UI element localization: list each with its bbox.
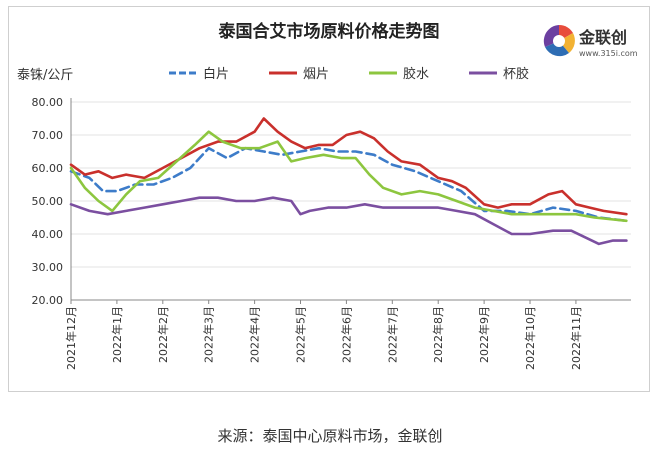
- x-tick-label: 2022年6月: [339, 306, 353, 363]
- x-tick-label: 2022年9月: [477, 306, 491, 363]
- logo-url: www.315i.com: [579, 49, 638, 58]
- series-line-4: [69, 196, 628, 246]
- x-tick-label: 2022年5月: [294, 306, 308, 363]
- y-tick-label: 80.00: [32, 96, 64, 109]
- x-tick-label: 2022年11月: [569, 306, 583, 370]
- x-axis: 2021年12月 2022年1月 2022年2月 2022年3月 2022年4月 2022…: [64, 300, 583, 370]
- x-tick-label: 2022年10月: [523, 306, 537, 370]
- legend-label-1: 白片: [203, 66, 229, 82]
- series-line-3: [69, 130, 628, 223]
- y-tick-label: 20.00: [32, 294, 64, 307]
- logo-name: 金联创: [578, 28, 627, 47]
- series-line-1: [69, 146, 628, 223]
- chart-title: 泰国合艾市场原料价格走势图: [219, 21, 440, 42]
- series-line-2: [69, 117, 628, 216]
- y-tick-label: 70.00: [32, 129, 64, 142]
- x-tick-label: 2022年3月: [202, 306, 216, 363]
- x-tick-label: 2022年4月: [248, 306, 262, 363]
- gridlines: [71, 101, 631, 301]
- legend: 白片 烟片 胶水 杯胶: [169, 66, 529, 82]
- x-tick-label: 2021年12月: [64, 306, 78, 370]
- x-tick-label: 2022年1月: [110, 306, 124, 363]
- series-layer: [69, 117, 628, 246]
- y-tick-label: 50.00: [32, 195, 64, 208]
- x-tick-label: 2022年7月: [385, 306, 399, 363]
- chart-frame: 泰国合艾市场原料价格走势图 泰铢/公斤 白片 烟片 胶水 杯胶 20.00 30.00 4…: [8, 6, 650, 392]
- x-tick-label: 2022年2月: [156, 306, 170, 363]
- y-axis: 20.00 30.00 40.00 50.00 60.00 70.00 80.00: [32, 96, 631, 307]
- legend-label-2: 烟片: [303, 67, 329, 82]
- y-tick-label: 40.00: [32, 228, 64, 241]
- legend-label-3: 胶水: [403, 66, 429, 82]
- logo: 金联创 www.315i.com: [539, 21, 649, 61]
- source-caption: 来源：泰国中心原料市场，金联创: [217, 427, 443, 445]
- line-chart: 泰国合艾市场原料价格走势图 泰铢/公斤 白片 烟片 胶水 杯胶 20.00 30.00 4…: [17, 21, 631, 370]
- legend-label-4: 杯胶: [503, 66, 529, 82]
- y-tick-label: 30.00: [32, 261, 64, 274]
- y-tick-label: 60.00: [32, 162, 64, 175]
- logo-mark-icon: [543, 24, 575, 57]
- y-axis-label: 泰铢/公斤: [17, 67, 73, 83]
- x-tick-label: 2022年8月: [431, 306, 445, 363]
